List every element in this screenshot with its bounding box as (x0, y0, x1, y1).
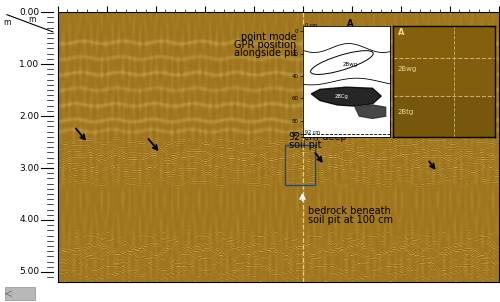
Text: 4.00: 4.00 (19, 216, 39, 224)
Bar (392, 95, 495, 142)
Text: 5.00: 5.00 (19, 268, 39, 276)
Text: A: A (398, 28, 404, 37)
Text: 3.00: 3.00 (19, 163, 39, 172)
Bar (286, 145, 315, 185)
Text: 1.00: 1.00 (19, 59, 39, 69)
Text: 2.00: 2.00 (19, 111, 39, 120)
Text: soil pit at 100 cm: soil pit at 100 cm (308, 215, 394, 225)
Bar (392, 58, 495, 95)
Text: point mode: point mode (241, 32, 296, 42)
Text: 2Bwg: 2Bwg (398, 66, 417, 72)
Polygon shape (355, 105, 386, 118)
Text: 2Bwg: 2Bwg (343, 62, 358, 67)
Text: 92-cm-deep: 92-cm-deep (289, 132, 348, 142)
Text: A: A (348, 19, 354, 28)
Polygon shape (311, 87, 382, 106)
Text: 2BCg: 2BCg (335, 94, 349, 98)
Text: GPR position: GPR position (234, 40, 296, 50)
Text: 0 cm: 0 cm (305, 23, 318, 28)
Text: 0.00: 0.00 (19, 8, 39, 17)
Bar (392, 26, 495, 58)
Text: soil pit: soil pit (289, 140, 322, 150)
Text: bedrock beneath: bedrock beneath (308, 207, 391, 217)
Text: m: m (28, 15, 36, 24)
Text: 2Btg: 2Btg (398, 109, 414, 115)
Text: m: m (3, 18, 10, 27)
Text: 92 cm: 92 cm (305, 130, 320, 135)
Bar (5, 287, 35, 300)
Text: alongside pit: alongside pit (234, 48, 296, 59)
